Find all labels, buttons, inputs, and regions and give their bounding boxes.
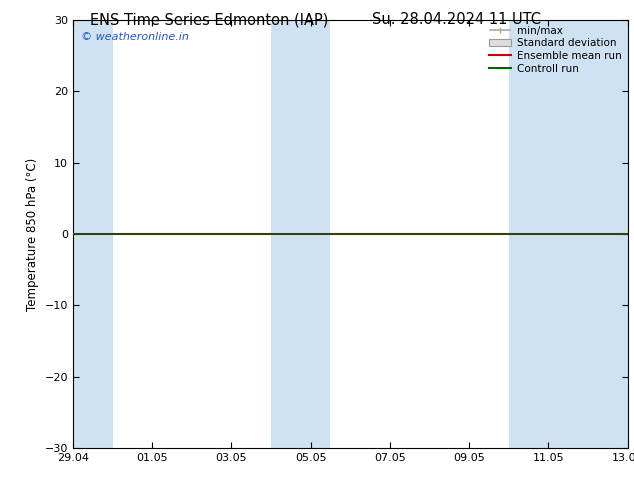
Bar [508,20,634,448]
Legend: min/max, Standard deviation, Ensemble mean run, Controll run: min/max, Standard deviation, Ensemble me… [484,22,626,78]
Y-axis label: Temperature 850 hPa (°C): Temperature 850 hPa (°C) [26,157,39,311]
Text: Su. 28.04.2024 11 UTC: Su. 28.04.2024 11 UTC [372,12,541,27]
Text: © weatheronline.in: © weatheronline.in [81,32,189,43]
Bar [271,20,330,448]
Text: ENS Time Series Edmonton (IAP): ENS Time Series Edmonton (IAP) [90,12,328,27]
Bar [53,20,113,448]
